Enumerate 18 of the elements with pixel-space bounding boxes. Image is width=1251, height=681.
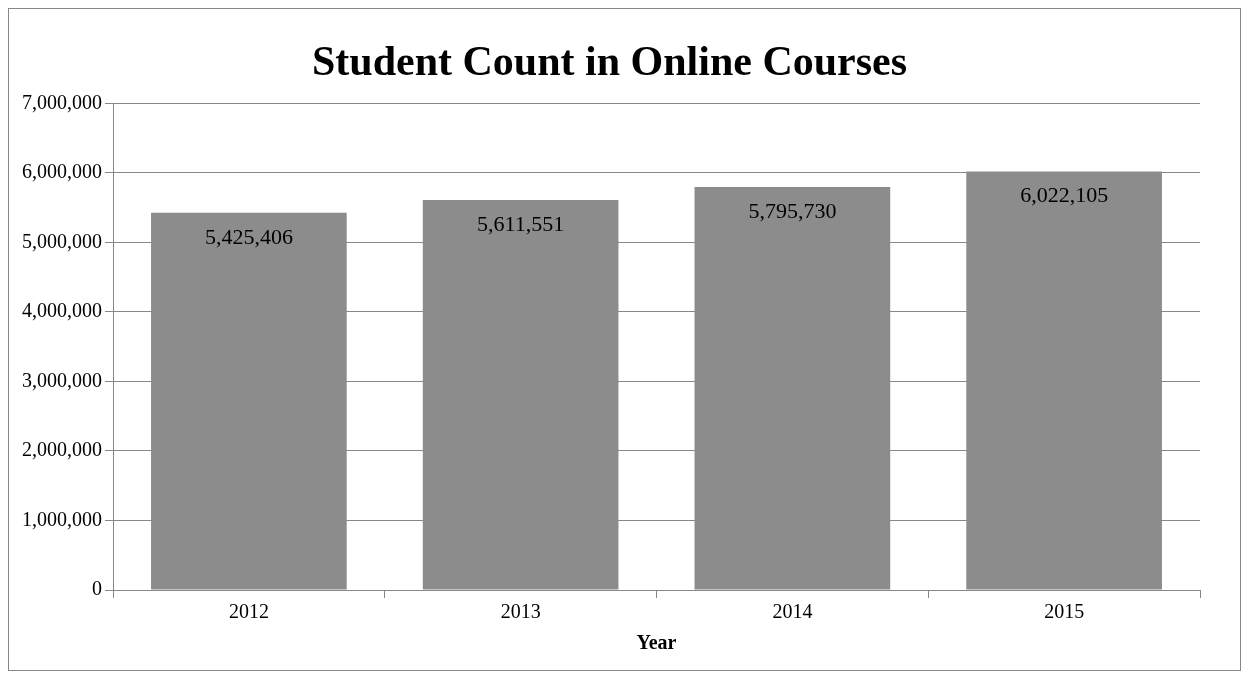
x-tick-label: 2015 <box>1044 600 1085 623</box>
data-label: 6,022,105 <box>1020 182 1109 208</box>
y-tick-label: 7,000,000 <box>22 90 102 113</box>
data-label: 5,611,551 <box>477 210 565 236</box>
x-tick-label: 2012 <box>228 600 269 623</box>
x-tick-label: 2013 <box>500 600 541 623</box>
y-tick-label: 5,000,000 <box>22 229 102 252</box>
y-tick-label: 1,000,000 <box>22 507 102 530</box>
y-tick-label: 2,000,000 <box>22 438 102 461</box>
x-axis-title: Year <box>636 631 677 654</box>
y-tick-label: 3,000,000 <box>22 368 102 391</box>
data-label: 5,425,406 <box>204 223 293 249</box>
y-tick-label: 6,000,000 <box>22 160 102 183</box>
x-tick-label: 2014 <box>772 600 813 623</box>
chart-title: Student Count in Online Courses <box>311 38 908 85</box>
data-label: 5,795,730 <box>748 197 837 223</box>
y-tick-label: 0 <box>92 577 102 600</box>
y-tick-label: 4,000,000 <box>22 299 102 322</box>
